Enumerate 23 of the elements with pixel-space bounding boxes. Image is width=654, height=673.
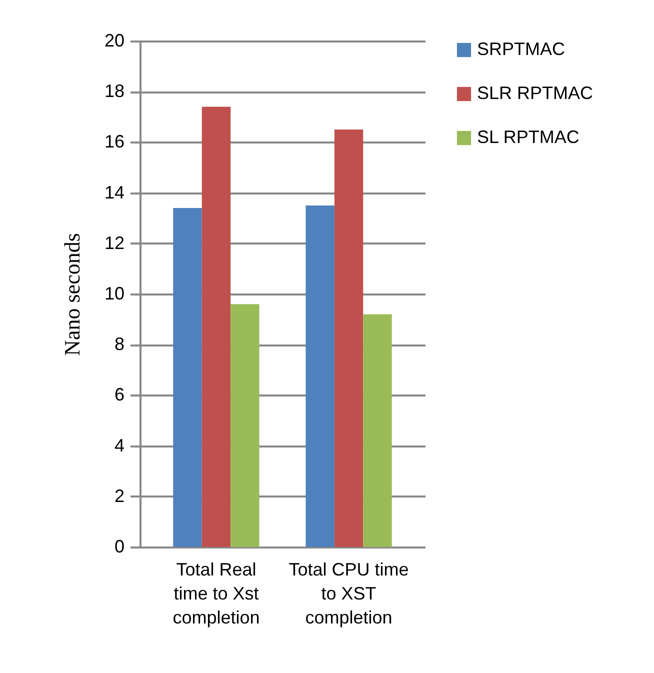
y-tick-label: 14 [104, 182, 124, 202]
y-tick-label: 18 [104, 81, 124, 102]
legend-label: SLR RPTMAC [477, 83, 594, 103]
x-tick-label: Total Real time to Xst completion [172, 560, 260, 628]
bar [202, 106, 231, 547]
y-tick-label: 10 [104, 284, 124, 304]
y-tick-label: 0 [114, 536, 124, 556]
legend-label: SL RPTMAC [477, 127, 580, 147]
bar [363, 314, 392, 547]
y-tick-label: 12 [104, 232, 124, 253]
y-tick-label: 2 [114, 486, 124, 506]
y-tick-label: 8 [114, 334, 124, 354]
legend-label: SRPTMAC [477, 39, 566, 59]
y-tick-label: 20 [104, 30, 124, 50]
x-tick-label: Total CPU time to XST completion [288, 560, 409, 628]
y-tick-label: 4 [114, 435, 124, 456]
y-axis-title: Nano seconds [59, 233, 84, 356]
y-tick-label: 6 [114, 384, 124, 405]
y-tick-label: 16 [104, 132, 124, 152]
bar [230, 304, 260, 547]
bar [334, 130, 364, 547]
bar [306, 205, 334, 547]
bar [173, 208, 202, 547]
